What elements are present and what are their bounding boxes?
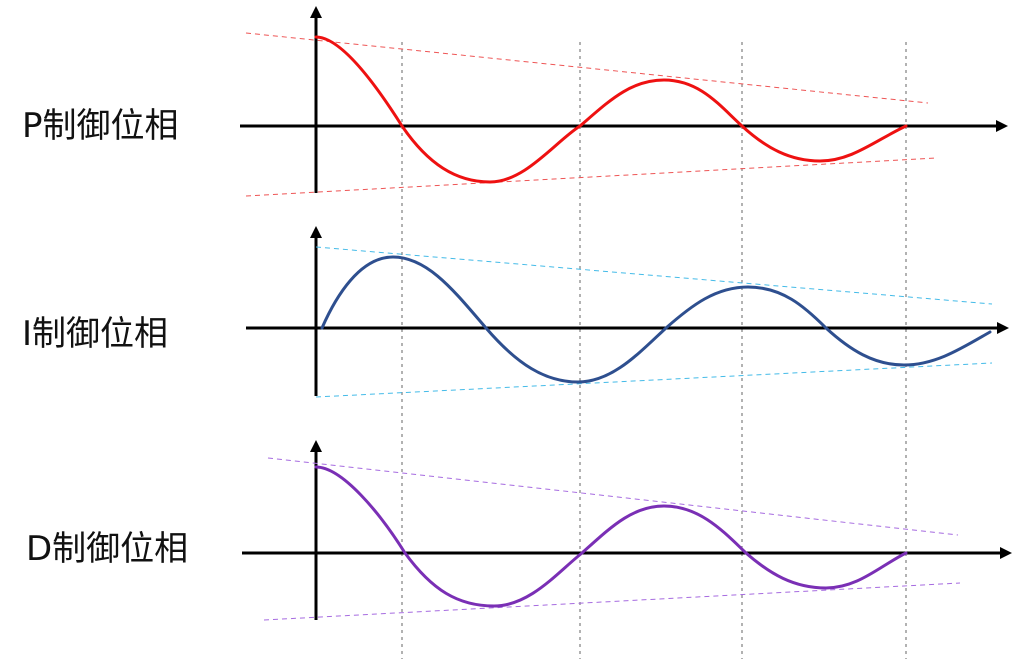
panel-d: D制御位相 <box>26 440 1012 621</box>
phase-wave-i <box>320 255 992 384</box>
envelope-upper <box>315 246 993 305</box>
envelope-lower <box>263 582 961 621</box>
panel-label-p: P制御位相 <box>22 106 179 146</box>
envelope-upper <box>267 457 959 536</box>
phase-wave-p <box>314 35 908 184</box>
panel-i: I制御位相 <box>22 226 1009 398</box>
envelope-lower <box>315 362 993 398</box>
panel-label-i: I制御位相 <box>22 314 168 354</box>
envelope-lower <box>245 157 937 197</box>
envelope-upper <box>245 32 929 104</box>
panel-p: P制御位相 <box>22 6 1008 197</box>
vertical-guides <box>401 42 907 659</box>
panel-label-d: D制御位相 <box>26 529 188 569</box>
phase-wave-d <box>314 465 908 608</box>
